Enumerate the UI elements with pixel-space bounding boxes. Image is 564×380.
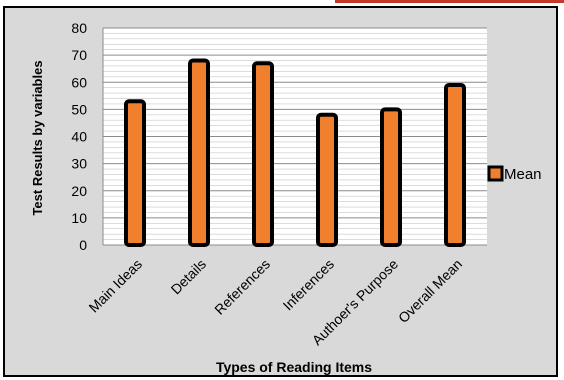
x-tick-label: Inferences bbox=[280, 256, 338, 314]
legend-label-mean: Mean bbox=[504, 166, 542, 183]
top-rule-decoration bbox=[335, 0, 564, 3]
y-tick-label: 80 bbox=[71, 20, 87, 36]
bar bbox=[444, 82, 466, 248]
y-tick-label: 30 bbox=[71, 156, 87, 172]
y-tick-label: 0 bbox=[79, 237, 87, 253]
bar bbox=[316, 112, 338, 247]
x-tick-label: Overall Mean bbox=[395, 256, 465, 326]
y-tick-label: 40 bbox=[71, 129, 87, 145]
y-tick-label: 60 bbox=[71, 74, 87, 90]
x-axis-ticks: Main Ideas Details References InferencesAut… bbox=[85, 256, 465, 349]
y-axis-label: Test Results by variables bbox=[30, 60, 45, 215]
chart-frame: 0 10 20 30 40 50 60 70 80 Main Ideas Details Refer… bbox=[3, 6, 558, 377]
bar bbox=[188, 58, 210, 247]
x-tick-label: Details bbox=[168, 256, 210, 298]
y-axis-ticks: 0 10 20 30 40 50 60 70 80 bbox=[71, 20, 87, 253]
legend-swatch-mean bbox=[487, 165, 504, 182]
grid-lines bbox=[102, 27, 487, 246]
bar bbox=[380, 107, 402, 247]
y-tick-label: 50 bbox=[71, 101, 87, 117]
legend: Mean bbox=[487, 165, 542, 183]
y-tick-label: 20 bbox=[71, 183, 87, 199]
x-axis-label: Types of Reading Items bbox=[216, 359, 372, 375]
y-tick-label: 70 bbox=[71, 47, 87, 63]
bar bbox=[252, 61, 274, 248]
y-tick-label: 10 bbox=[71, 210, 87, 226]
bar-chart: 0 10 20 30 40 50 60 70 80 Main Ideas Details Refer… bbox=[30, 20, 542, 375]
x-tick-label: References bbox=[211, 256, 273, 318]
bar bbox=[124, 99, 146, 247]
bars bbox=[124, 58, 466, 248]
x-tick-label: Main Ideas bbox=[85, 256, 145, 316]
